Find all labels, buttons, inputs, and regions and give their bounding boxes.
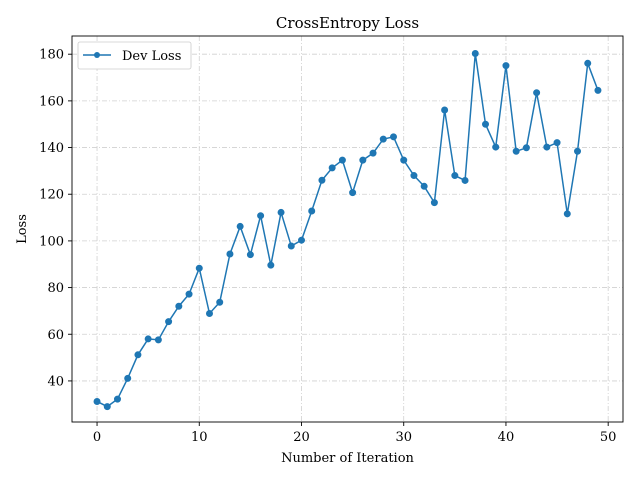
y-tick-label: 80 <box>47 281 64 296</box>
data-point <box>165 318 173 326</box>
data-point <box>175 302 183 310</box>
data-point <box>338 156 346 164</box>
data-point <box>482 120 490 128</box>
data-point <box>124 374 132 382</box>
y-tick-label: 160 <box>39 94 64 109</box>
y-tick-label: 120 <box>39 188 64 203</box>
data-point <box>154 336 162 344</box>
y-tick-label: 140 <box>39 141 64 156</box>
data-point <box>195 264 203 272</box>
x-tick-label: 30 <box>395 430 412 445</box>
legend-marker-dev-loss <box>94 52 100 58</box>
x-tick-label: 10 <box>191 430 208 445</box>
axes-layer: 0 10 20 30 40 50 40 60 80 100 120 140 160 180 <box>39 35 624 445</box>
data-point <box>349 189 357 197</box>
x-tick-label: 50 <box>600 430 617 445</box>
data-point <box>369 149 377 157</box>
data-point <box>277 208 285 216</box>
y-axis-label: Loss <box>15 214 30 244</box>
data-point <box>420 182 428 190</box>
data-point <box>185 290 193 298</box>
data-point <box>257 212 265 220</box>
data-point <box>430 199 438 207</box>
data-point <box>400 156 408 164</box>
x-tick-label: 40 <box>498 430 515 445</box>
data-point <box>574 147 582 155</box>
data-point <box>236 222 244 230</box>
data-point <box>205 309 213 317</box>
data-point <box>543 143 551 151</box>
data-point <box>267 261 275 269</box>
data-point <box>246 251 254 259</box>
data-point <box>93 397 101 405</box>
data-point <box>103 403 111 411</box>
y-tick-label: 100 <box>39 234 64 249</box>
data-point <box>144 335 152 343</box>
data-point <box>584 59 592 67</box>
data-point <box>328 164 336 172</box>
x-axis-label: Number of Iteration <box>281 451 414 466</box>
series-layer <box>93 50 602 411</box>
data-point <box>441 106 449 114</box>
data-point <box>471 50 479 58</box>
data-point <box>512 147 520 155</box>
data-point <box>594 86 602 94</box>
data-point <box>379 135 387 143</box>
data-point <box>522 144 530 152</box>
data-point <box>113 395 121 403</box>
data-point <box>226 250 234 258</box>
legend-box <box>77 41 192 70</box>
data-point <box>553 139 561 147</box>
data-point <box>533 89 541 97</box>
data-point <box>308 207 316 215</box>
data-point <box>390 133 398 141</box>
data-point <box>359 156 367 164</box>
data-point <box>216 298 224 306</box>
x-tick-label: 20 <box>293 430 310 445</box>
x-tick-label: 0 <box>93 430 101 445</box>
y-tick-label: 180 <box>39 48 64 63</box>
plot-frame <box>71 35 624 423</box>
legend: Dev Loss <box>77 41 192 70</box>
data-point <box>492 143 500 151</box>
data-point <box>563 210 571 218</box>
data-point <box>134 351 142 359</box>
y-tick-label: 60 <box>47 328 64 343</box>
y-tick-label: 40 <box>47 374 64 389</box>
chart-title: CrossEntropy Loss <box>276 14 419 32</box>
data-point <box>287 242 295 250</box>
data-point <box>297 236 305 244</box>
data-point <box>318 176 326 184</box>
data-point <box>461 176 469 184</box>
data-point <box>451 172 459 180</box>
data-point <box>410 172 418 180</box>
data-point <box>502 62 510 70</box>
legend-label-dev-loss: Dev Loss <box>122 49 181 64</box>
